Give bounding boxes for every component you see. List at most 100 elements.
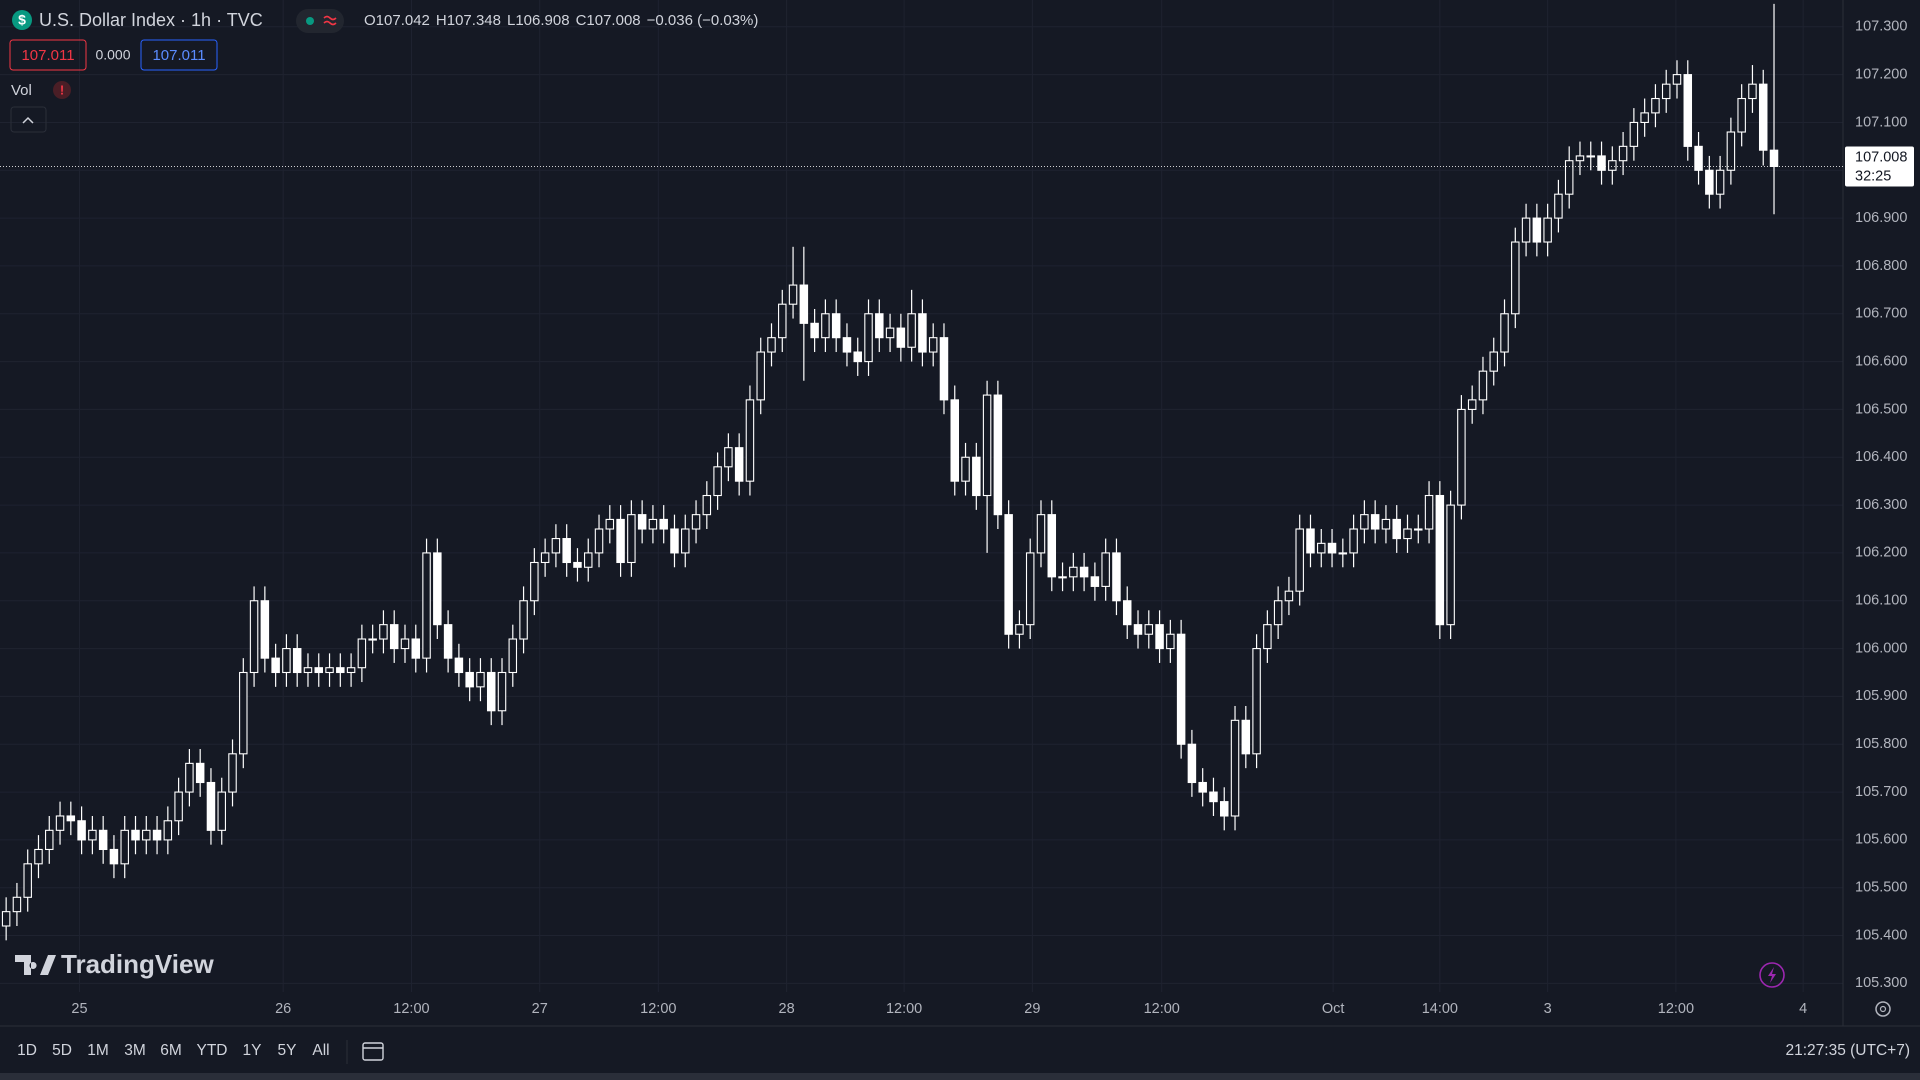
candle-body <box>325 667 334 674</box>
candle-body <box>681 528 690 554</box>
candle-body <box>1748 83 1757 100</box>
range-button[interactable]: 6M <box>160 1042 182 1059</box>
candle-body <box>400 638 410 650</box>
y-tick-label: 105.400 <box>1855 927 1907 943</box>
candle-body <box>1263 624 1272 650</box>
x-tick-label: 12:00 <box>1658 1001 1694 1017</box>
candle-body <box>907 313 916 348</box>
candle-body <box>379 624 388 640</box>
goto-date-button[interactable] <box>362 1042 384 1061</box>
candle-body <box>88 829 97 841</box>
range-button[interactable]: 1M <box>87 1042 109 1059</box>
range-button[interactable]: 1D <box>17 1042 37 1059</box>
buy-box[interactable] <box>140 39 218 71</box>
candle-body <box>637 514 647 530</box>
x-tick-label: 14:00 <box>1422 1001 1458 1017</box>
candle-body <box>1651 97 1660 114</box>
candle-body <box>1317 542 1326 554</box>
candle-body <box>896 327 906 348</box>
candle-body <box>1349 528 1358 554</box>
candle-body <box>1575 155 1585 162</box>
candle-body <box>583 552 593 568</box>
candle-body <box>1327 542 1337 554</box>
x-tick-label: Oct <box>1322 1001 1345 1017</box>
range-button[interactable]: YTD <box>197 1042 228 1059</box>
y-tick-label: 105.800 <box>1855 736 1907 752</box>
candle-body <box>12 896 22 913</box>
alert-button[interactable] <box>1759 962 1785 988</box>
candle-body <box>1069 566 1078 578</box>
logo-mark <box>15 955 56 975</box>
bottom-strip <box>0 1073 1920 1080</box>
candle-body <box>411 638 421 659</box>
range-button[interactable]: 5Y <box>278 1042 297 1059</box>
candle-body <box>142 829 151 841</box>
buy-price[interactable]: 107.011 <box>152 47 205 64</box>
candle-body <box>336 667 345 674</box>
candle-body <box>961 456 970 482</box>
candle-body <box>55 815 65 831</box>
x-tick-label: 12:00 <box>886 1001 922 1017</box>
data-status-icon <box>323 15 337 26</box>
y-tick-label: 106.300 <box>1855 497 1907 513</box>
candle-body <box>702 494 712 516</box>
candle-body <box>1198 781 1207 793</box>
clock[interactable]: 21:27:35 (UTC+7) <box>1786 1042 1911 1059</box>
candle-body <box>1586 155 1596 158</box>
candle-body <box>1478 370 1488 401</box>
candle-body <box>1219 801 1229 817</box>
candle-body <box>1360 514 1369 530</box>
range-button[interactable]: 3M <box>124 1042 146 1059</box>
candle-body <box>260 600 270 659</box>
indicator-warning: ! <box>60 82 64 97</box>
candle-body <box>1209 791 1218 803</box>
candle-body <box>1705 169 1714 195</box>
candle-body <box>45 829 54 851</box>
range-button[interactable]: 5D <box>52 1042 72 1059</box>
candle-body <box>1737 97 1746 133</box>
candle-body <box>1640 112 1649 123</box>
y-tick-label: 105.900 <box>1855 688 1907 704</box>
ohlc-value: 107.042 <box>376 12 430 29</box>
candle-body <box>389 624 399 650</box>
y-tick-label: 105.600 <box>1855 832 1907 848</box>
candle-body <box>1672 74 1682 85</box>
candle-body <box>950 399 960 482</box>
x-tick-label: 4 <box>1799 1001 1807 1017</box>
symbol-title[interactable]: U.S. Dollar Index · 1h · TVC <box>39 10 263 30</box>
range-button[interactable]: 1Y <box>243 1042 262 1059</box>
candle-body <box>98 829 108 851</box>
candle-body <box>1467 399 1477 410</box>
candle-body <box>551 538 561 554</box>
candle-body <box>1392 518 1401 540</box>
candle-body <box>821 313 830 339</box>
candle-body <box>66 815 76 822</box>
candle-body <box>120 829 129 865</box>
status-pill[interactable] <box>296 9 344 33</box>
candle-body <box>842 337 852 353</box>
y-tick-label: 106.900 <box>1855 210 1907 226</box>
candle-body <box>1715 169 1725 195</box>
candle-body <box>1166 633 1175 650</box>
sell-box[interactable] <box>9 39 87 71</box>
settings-button[interactable] <box>1875 1001 1891 1017</box>
settings-icon <box>1879 1005 1887 1013</box>
indicator-name[interactable]: Vol <box>11 82 32 99</box>
candle-body <box>1306 528 1315 554</box>
y-tick-label: 106.200 <box>1855 545 1907 561</box>
candle-body <box>648 518 658 530</box>
indicator-warning-icon[interactable] <box>53 81 71 99</box>
candle-body <box>1543 217 1552 243</box>
ohlc-legend: O107.042 H107.348 L106.908 C107.008 −0.036 (… <box>364 12 758 29</box>
range-button[interactable]: All <box>312 1042 329 1059</box>
sell-price[interactable]: 107.011 <box>21 47 74 64</box>
candle-body <box>1004 514 1013 635</box>
candle-body <box>1381 518 1391 530</box>
ohlc-key: O <box>364 12 376 29</box>
candles <box>1 3 1779 941</box>
collapse-button[interactable] <box>10 106 47 133</box>
ohlc-value: 106.908 <box>515 12 569 29</box>
candle-body <box>1726 131 1736 171</box>
candle-body <box>918 313 927 353</box>
